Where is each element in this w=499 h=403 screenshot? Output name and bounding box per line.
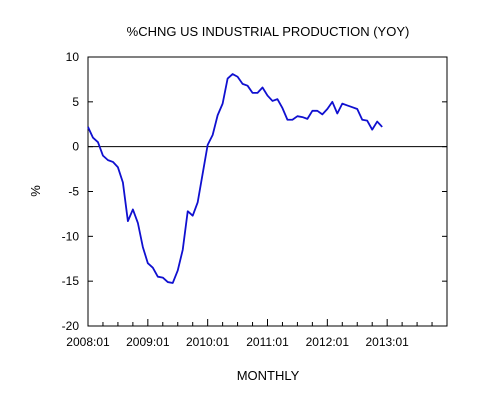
y-tick-label: 10 [66, 50, 80, 64]
x-tick-label: 2010:01 [186, 335, 230, 349]
x-tick-label: 2013:01 [365, 335, 409, 349]
y-tick-label: 0 [72, 140, 79, 154]
chart-title: %CHNG US INDUSTRIAL PRODUCTION (YOY) [127, 24, 410, 39]
y-tick-label: -20 [62, 319, 80, 333]
plot-frame [87, 56, 448, 327]
x-tick-label: 2009:01 [126, 335, 170, 349]
series-line [87, 73, 383, 284]
x-axis-label: MONTHLY [237, 368, 300, 383]
y-tick-label: -5 [68, 185, 79, 199]
y-tick-label: -10 [62, 229, 80, 243]
y-tick-label: 5 [72, 95, 79, 109]
x-tick-label: 2011:01 [246, 335, 289, 349]
y-axis-label: % [28, 185, 43, 197]
x-tick-label: 2008:01 [66, 335, 110, 349]
y-axis: 10 5 0 -5 -10 -15 -20 [62, 50, 447, 333]
x-tick-label: 2012:01 [306, 335, 350, 349]
x-axis: 2008:01 2009:01 2010:01 2011:01 2012:01 2013:… [66, 319, 448, 349]
y-tick-label: -15 [62, 274, 80, 288]
